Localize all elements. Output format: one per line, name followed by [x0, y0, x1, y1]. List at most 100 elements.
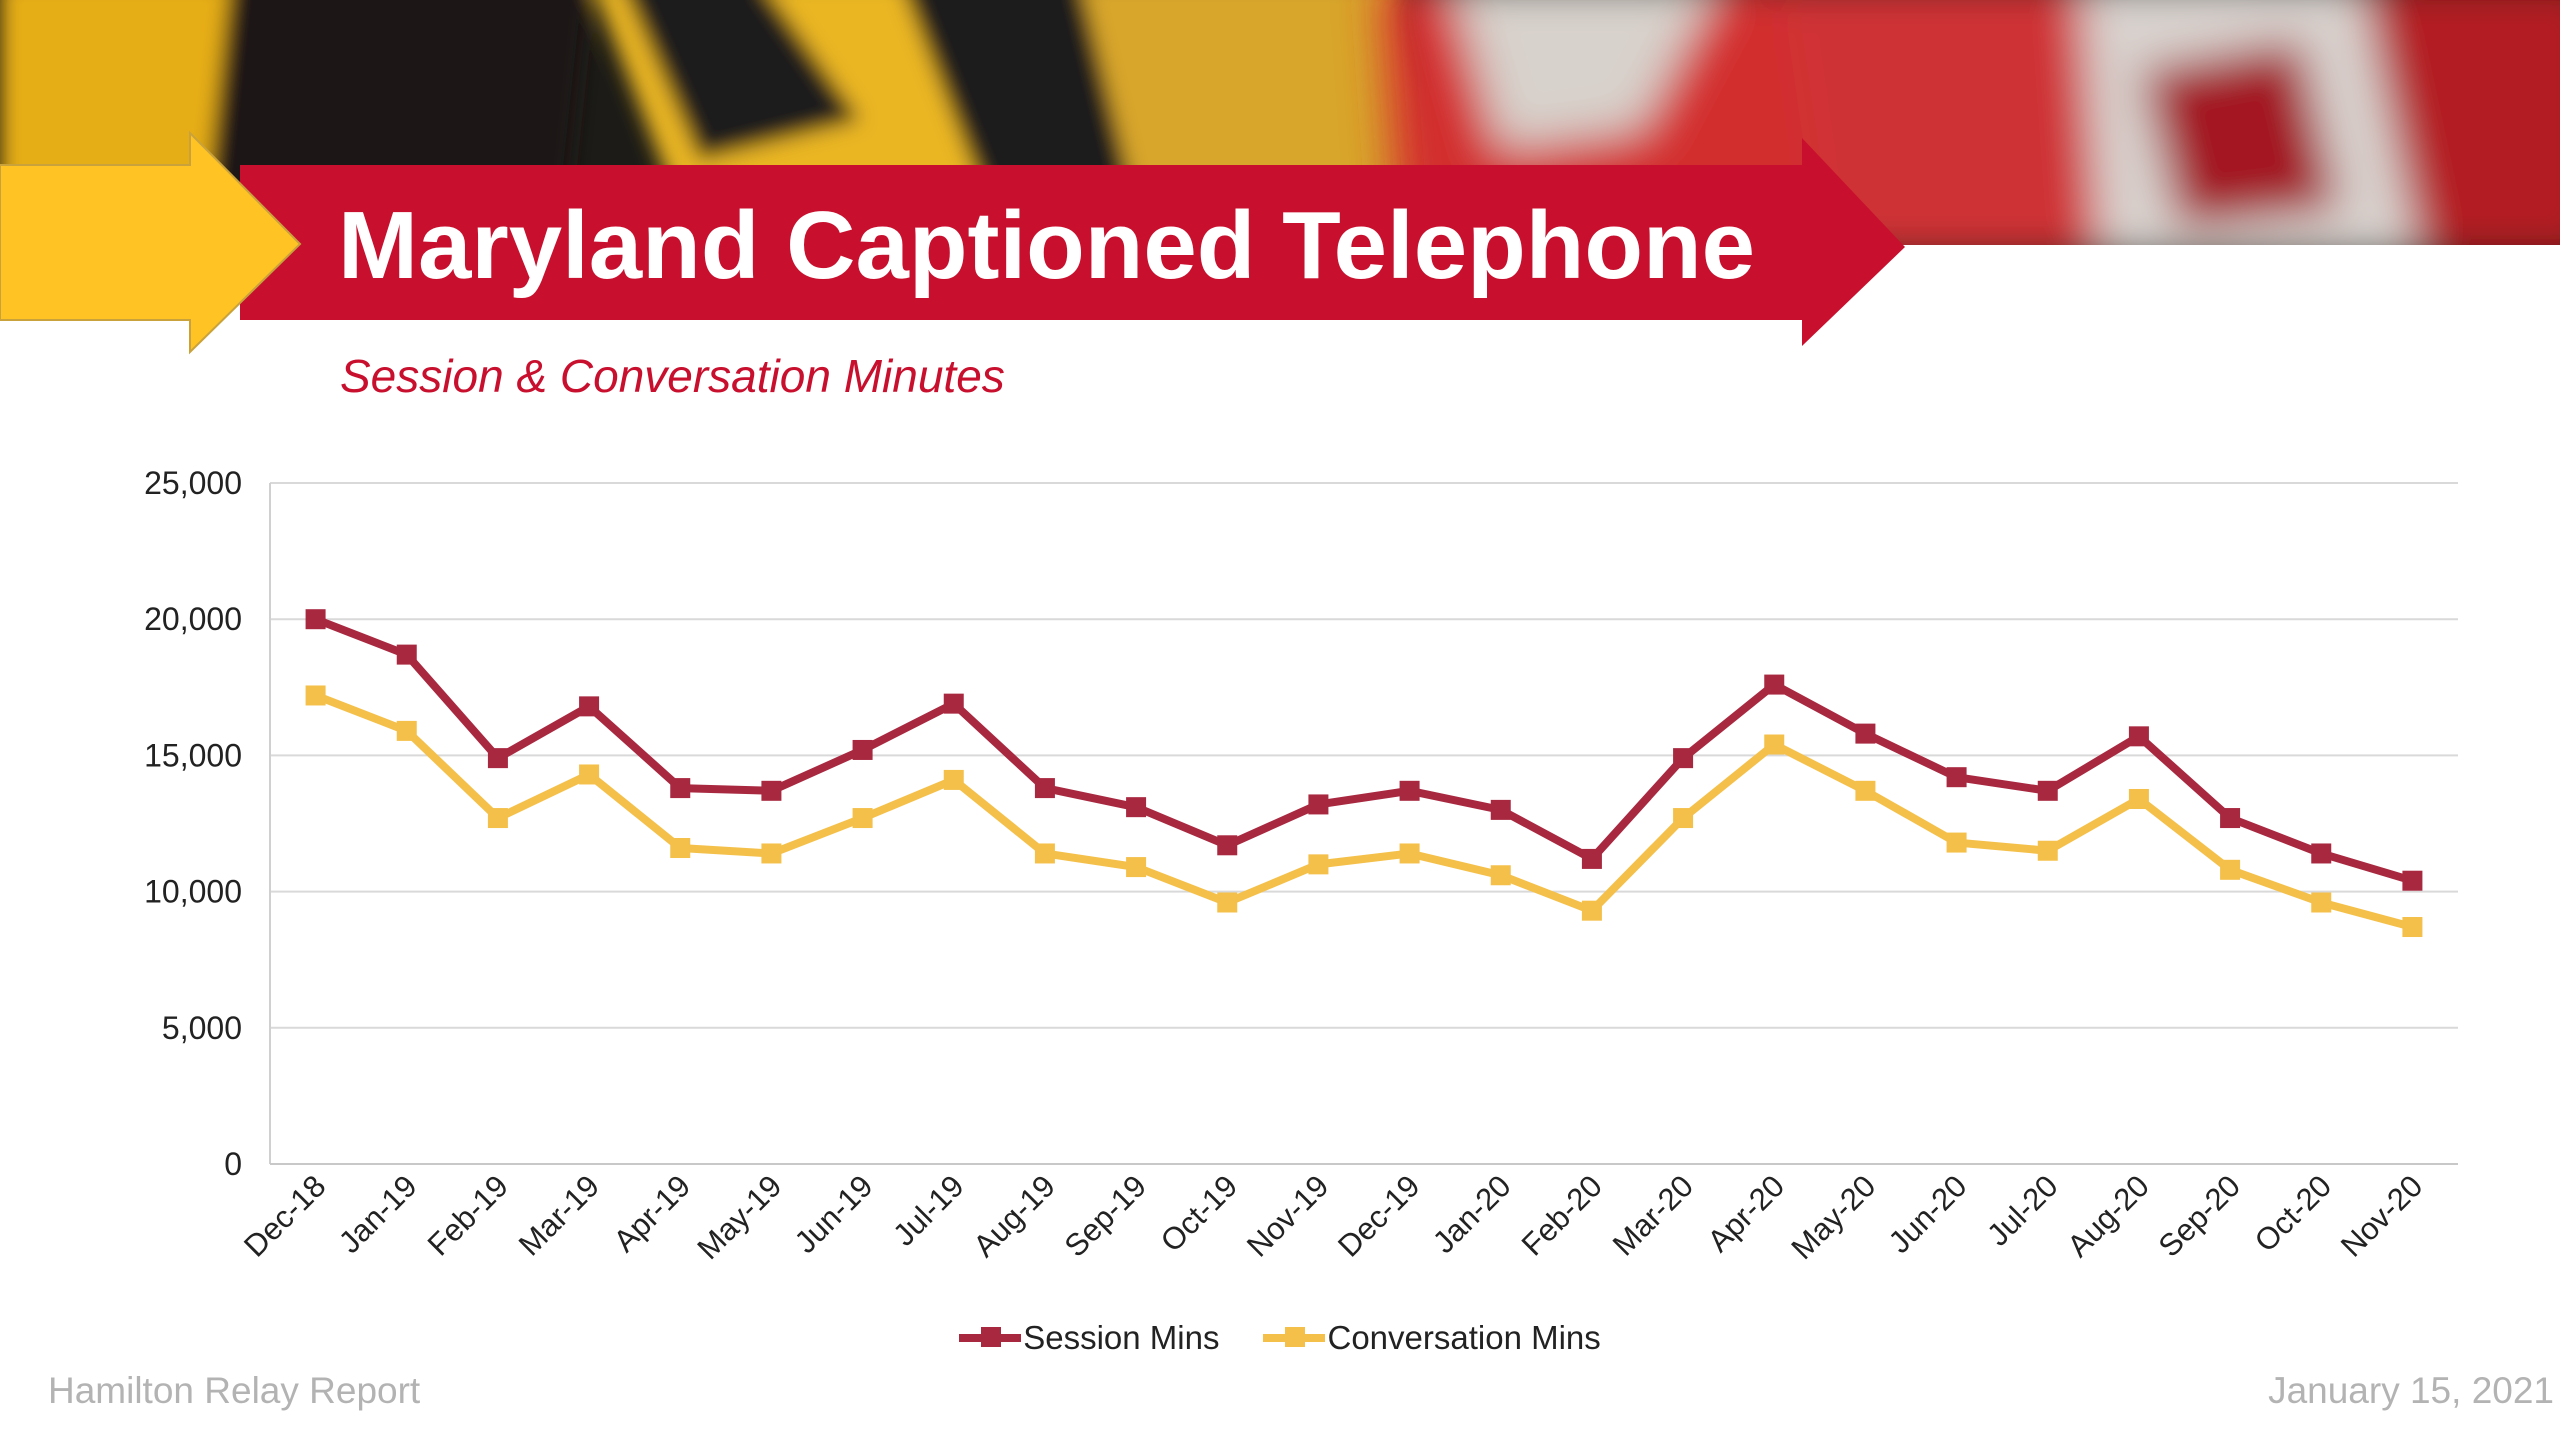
data-point	[1126, 857, 1147, 878]
legend-label-session: Session Mins	[1023, 1319, 1220, 1356]
y-tick-label: 10,000	[144, 874, 242, 910]
data-point	[1308, 854, 1329, 875]
data-point	[396, 644, 417, 665]
data-point	[2037, 780, 2058, 801]
x-tick-label: Jul-20	[1980, 1168, 2064, 1252]
banner-graphics	[0, 130, 1905, 355]
x-tick-label: Mar-19	[512, 1168, 606, 1262]
data-point	[1126, 797, 1147, 818]
series-markers	[305, 609, 2423, 938]
x-tick-label: Jun-19	[788, 1168, 880, 1260]
data-point	[1946, 767, 1967, 788]
y-axis-tick-labels: 0 5,000 10,000 15,000 20,000 25,000	[144, 465, 242, 1182]
x-tick-label: May-20	[1785, 1168, 1883, 1266]
data-point	[670, 778, 691, 799]
data-point	[2402, 870, 2423, 891]
data-point	[2311, 892, 2332, 913]
data-point	[852, 808, 873, 829]
x-tick-label: Aug-20	[2060, 1168, 2155, 1263]
red-arrow-banner	[240, 138, 1905, 346]
data-point	[1490, 865, 1511, 886]
data-point	[1673, 808, 1694, 829]
data-point	[1581, 848, 1602, 869]
data-point	[1217, 892, 1238, 913]
x-tick-label: Jul-19	[886, 1168, 970, 1252]
data-point	[943, 769, 964, 790]
x-tick-label: Dec-19	[1331, 1168, 1426, 1263]
data-point	[1399, 843, 1420, 864]
data-point	[761, 780, 782, 801]
legend-swatch-conversation	[1263, 1327, 1326, 1347]
chart-legend: Session Mins Conversation Mins	[0, 1314, 2560, 1362]
slide-subtitle: Session & Conversation Minutes	[340, 350, 1005, 402]
series-line-1	[311, 691, 2417, 932]
data-point	[579, 764, 600, 785]
legend-swatch-session	[959, 1327, 1022, 1347]
y-tick-label: 0	[224, 1146, 242, 1182]
x-tick-label: Jun-20	[1882, 1168, 1974, 1260]
series-lines	[311, 615, 2417, 932]
data-point	[1217, 835, 1238, 856]
data-point	[852, 739, 873, 760]
y-tick-label: 5,000	[162, 1010, 242, 1046]
data-point	[1855, 780, 1876, 801]
x-tick-label: Aug-19	[966, 1168, 1061, 1263]
x-tick-label: Feb-19	[421, 1168, 515, 1262]
grid-lines	[270, 482, 2458, 1029]
x-tick-label: Jan-19	[332, 1168, 424, 1260]
x-tick-label: Mar-20	[1606, 1168, 1700, 1262]
data-point	[1308, 794, 1329, 815]
data-point	[1855, 723, 1876, 744]
y-tick-label: 25,000	[144, 465, 242, 501]
data-point	[2037, 840, 2058, 861]
y-tick-label: 20,000	[144, 601, 242, 637]
data-point	[1764, 674, 1785, 695]
legend-item-conversation: Conversation Mins	[1263, 1319, 1601, 1357]
x-tick-label: Oct-20	[2248, 1168, 2339, 1259]
data-point	[2311, 843, 2332, 864]
data-point	[2220, 808, 2241, 829]
data-point	[305, 685, 326, 706]
x-tick-label: Dec-18	[237, 1168, 332, 1263]
data-point	[1490, 799, 1511, 820]
data-point	[1034, 843, 1055, 864]
data-point	[761, 843, 782, 864]
data-point	[579, 696, 600, 717]
data-point	[1764, 734, 1785, 755]
data-point	[2402, 917, 2423, 938]
gold-arrow-shape	[0, 130, 302, 355]
legend-item-session: Session Mins	[959, 1319, 1219, 1357]
x-tick-label: Feb-20	[1515, 1168, 1609, 1262]
x-tick-label: Sep-19	[1058, 1168, 1153, 1263]
x-tick-label: Apr-20	[1701, 1168, 1792, 1259]
x-tick-label: May-19	[691, 1168, 789, 1266]
data-point	[487, 748, 508, 769]
data-point	[1673, 748, 1694, 769]
data-point	[1946, 832, 1967, 853]
data-point	[487, 808, 508, 829]
x-tick-label: Oct-19	[1154, 1168, 1245, 1259]
footer-report-name: Hamilton Relay Report	[48, 1370, 421, 1411]
series-line-0	[311, 615, 2417, 885]
data-point	[1581, 900, 1602, 921]
footer-date: January 15, 2021	[2268, 1370, 2554, 1411]
x-tick-label: Nov-20	[2334, 1168, 2429, 1263]
y-tick-label: 15,000	[144, 737, 242, 773]
x-tick-label: Jan-20	[1426, 1168, 1518, 1260]
legend-label-conversation: Conversation Mins	[1327, 1319, 1601, 1356]
axes	[269, 483, 2458, 1165]
x-tick-label: Apr-19	[607, 1168, 698, 1259]
data-point	[2128, 726, 2149, 747]
data-point	[2220, 859, 2241, 880]
data-point	[1034, 778, 1055, 799]
x-tick-label: Sep-20	[2152, 1168, 2247, 1263]
data-point	[2128, 788, 2149, 809]
slide-title: Maryland Captioned Telephone	[338, 192, 1756, 299]
data-point	[396, 720, 417, 741]
data-point	[943, 693, 964, 714]
data-point	[1399, 780, 1420, 801]
x-tick-label: Nov-19	[1240, 1168, 1335, 1263]
data-point	[305, 609, 326, 630]
